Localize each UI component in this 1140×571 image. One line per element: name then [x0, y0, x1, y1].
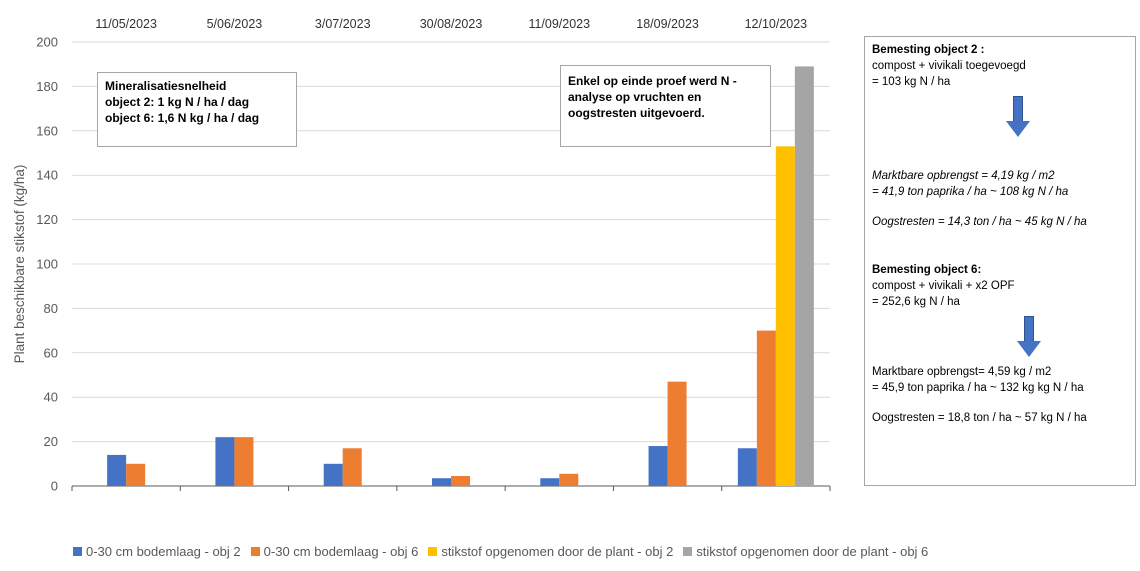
legend-swatch: [250, 547, 260, 556]
category-label: 30/08/2023: [420, 17, 483, 31]
legend-swatch: [73, 547, 82, 556]
y-axis-label: Plant beschikbare stikstof (kg/ha): [12, 165, 27, 364]
analysis-note-line2: analyse op vruchten en: [568, 90, 702, 104]
legend-item: 0-30 cm bodemlaag - obj 6: [250, 544, 419, 559]
down-arrow-icon: [1017, 316, 1041, 358]
bar: [794, 66, 814, 487]
category-label: 3/07/2023: [315, 17, 371, 31]
bar: [432, 478, 451, 486]
mineralisation-obj2: object 2: 1 kg N / ha / dag: [105, 95, 250, 109]
analysis-note-line3: oogstresten uitgevoerd.: [568, 106, 705, 120]
legend-item: 0-30 cm bodemlaag - obj 2: [73, 544, 241, 559]
y-tick-label: 160: [36, 123, 58, 138]
down-arrow-icon: [1006, 96, 1030, 138]
y-tick-label: 180: [36, 79, 58, 94]
category-label: 11/05/2023: [95, 17, 157, 31]
legend-label: stikstof opgenomen door de plant - obj 6: [696, 544, 929, 559]
y-tick-label: 120: [36, 212, 58, 227]
analysis-note-line1: Enkel op einde proef werd N -: [568, 74, 737, 88]
y-tick-label: 20: [44, 434, 58, 449]
obj2-line2: = 103 kg N / ha: [872, 76, 951, 88]
bar: [775, 146, 795, 486]
obj6-line1: compost + vivikali + x2 OPF: [872, 280, 1015, 292]
legend-label: stikstof opgenomen door de plant - obj 2: [441, 544, 674, 559]
bar: [234, 437, 254, 486]
legend-label: 0-30 cm bodemlaag - obj 2: [86, 544, 241, 559]
legend: 0-30 cm bodemlaag - obj 2 0-30 cm bodemla…: [73, 544, 938, 559]
bar: [737, 448, 757, 486]
obj2-line1: compost + vivikali toegevoegd: [872, 60, 1026, 72]
bar: [559, 473, 579, 486]
bar: [323, 463, 343, 486]
obj6-title: Bemesting object 6:: [872, 264, 982, 276]
fertilisation-panel: Bemesting object 2 : compost + vivikali …: [864, 36, 1136, 486]
bar: [451, 476, 470, 486]
obj6-yield2: = 45,9 ton paprika / ha ~ 132 kg kg N / …: [872, 382, 1084, 394]
obj6-yield1: Marktbare opbrengst= 4,59 kg / m2: [872, 366, 1052, 378]
y-tick-label: 60: [44, 345, 58, 360]
category-label: 11/09/2023: [528, 17, 590, 31]
obj2-title: Bemesting object 2 :: [872, 44, 985, 56]
y-tick-label: 200: [36, 35, 58, 50]
y-tick-label: 140: [36, 168, 58, 183]
y-tick-label: 80: [44, 301, 58, 316]
obj2-yield2: = 41,9 ton paprika / ha ~ 108 kg N / ha: [872, 186, 1069, 198]
analysis-note: Enkel op einde proef werd N - analyse op…: [560, 65, 771, 147]
legend-item: stikstof opgenomen door de plant - obj 2: [428, 544, 673, 559]
bar: [648, 446, 668, 486]
obj6-residue: Oogstresten = 18,8 ton / ha ~ 57 kg N / …: [872, 412, 1087, 424]
obj2-yield1: Marktbare opbrengst = 4,19 kg / m2: [872, 170, 1055, 182]
mineralisation-title: Mineralisatiesnelheid: [105, 79, 227, 93]
bar: [342, 448, 362, 486]
category-label: 18/09/2023: [636, 17, 699, 31]
mineralisation-obj6: object 6: 1,6 N kg / ha / dag: [105, 111, 260, 125]
bar: [667, 381, 687, 486]
bar: [126, 463, 146, 486]
obj6-line2: = 252,6 kg N / ha: [872, 296, 960, 308]
legend-item: stikstof opgenomen door de plant - obj 6: [683, 544, 928, 559]
legend-swatch: [683, 547, 693, 556]
y-tick-label: 0: [51, 479, 58, 494]
y-tick-label: 40: [44, 390, 58, 405]
bar: [540, 478, 560, 486]
obj2-residue: Oogstresten = 14,3 ton / ha ~ 45 kg N / …: [872, 216, 1087, 228]
legend-swatch: [428, 547, 438, 556]
bar: [107, 454, 127, 486]
mineralisation-note: Mineralisatiesnelheid object 2: 1 kg N /…: [97, 72, 297, 147]
bar: [215, 437, 235, 486]
legend-label: 0-30 cm bodemlaag - obj 6: [263, 544, 419, 559]
category-label: 5/06/2023: [207, 17, 263, 31]
y-tick-label: 100: [36, 257, 58, 272]
bar: [756, 330, 776, 486]
category-label: 12/10/2023: [745, 17, 808, 31]
